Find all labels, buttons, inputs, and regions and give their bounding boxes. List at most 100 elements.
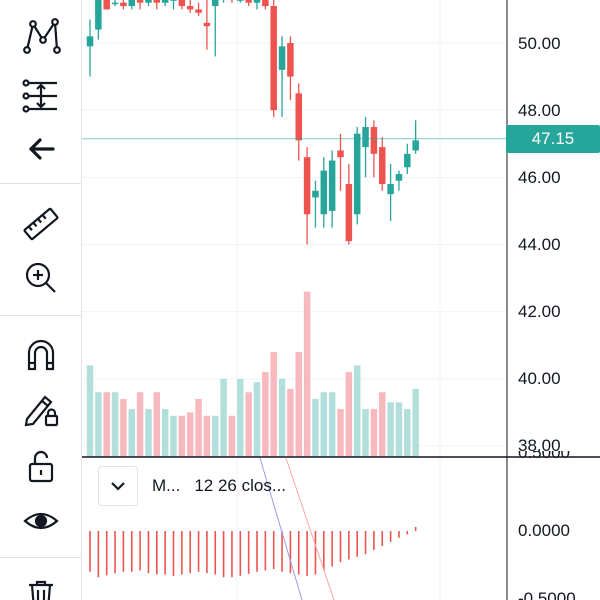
- arrow-left-icon: [29, 138, 55, 160]
- macd-signal-line: [259, 457, 303, 600]
- volume-bar: [245, 392, 252, 457]
- volume-bar: [203, 415, 211, 457]
- macd-axis-label: 0.5000: [518, 451, 570, 461]
- volume-bar: [387, 402, 394, 457]
- volume-bar: [412, 388, 419, 457]
- measure-tool[interactable]: [0, 199, 82, 249]
- candle-body: [328, 160, 336, 211]
- candle-body: [270, 6, 277, 111]
- volume-bar: [337, 409, 344, 457]
- eye-icon: [23, 512, 59, 530]
- chart-grid: [82, 0, 507, 600]
- magnet-tool[interactable]: [0, 330, 82, 380]
- macd-histogram: [89, 526, 417, 578]
- volume-bar: [170, 415, 177, 457]
- volume-bar: [186, 412, 194, 457]
- candlesticks: [86, 0, 419, 245]
- drawing-toolbar: [0, 0, 82, 600]
- volume-bar: [145, 409, 152, 457]
- price-axis-label: 48.00: [518, 101, 561, 120]
- volume-bar: [379, 392, 386, 457]
- candle-body: [186, 6, 194, 10]
- volume-bar: [345, 372, 353, 457]
- candle-body: [353, 133, 361, 215]
- magnet-icon: [27, 339, 55, 371]
- price-axis-label: 40.00: [518, 369, 561, 388]
- ruler-icon: [23, 207, 59, 241]
- price-axis-label: 38.00: [518, 436, 561, 455]
- remove-drawings-tool[interactable]: [0, 568, 82, 600]
- volume-bar: [237, 378, 244, 457]
- candle-body: [111, 2, 119, 5]
- candle-body: [86, 36, 94, 47]
- candle-body: [103, 0, 110, 10]
- chevron-down-icon: [111, 482, 125, 491]
- price-axis-label: 46.00: [518, 168, 561, 187]
- toolbar-separator: [0, 315, 82, 316]
- toolbar-separator: [0, 557, 82, 558]
- price-chart[interactable]: [82, 0, 600, 600]
- candle-body: [370, 126, 378, 154]
- price-axis-label: 44.00: [518, 235, 561, 254]
- indicator-params: 12 26 clos...: [194, 476, 287, 495]
- legend-collapse-button[interactable]: [98, 466, 138, 506]
- candle-body: [295, 93, 302, 141]
- chart-area[interactable]: 50.00 48.00 46.00 44.00 42.00 40.00 38.0…: [82, 0, 600, 600]
- macd-line: [285, 457, 335, 600]
- candle-body: [362, 126, 369, 148]
- candle-body: [262, 0, 269, 7]
- trash-icon: [29, 580, 53, 600]
- candle-body: [379, 147, 386, 185]
- price-axis-label: 42.00: [518, 302, 561, 321]
- pencil-lock-icon: [24, 395, 59, 427]
- back-tool[interactable]: [0, 124, 82, 174]
- candle-body: [312, 190, 319, 198]
- indicator-legend: M... 12 26 clos...: [98, 466, 286, 506]
- volume-bar: [153, 392, 161, 457]
- fib-retracement-tool[interactable]: [0, 70, 82, 120]
- zoom-in-icon: [25, 262, 56, 293]
- candle-body: [278, 46, 286, 70]
- volume-bar: [178, 415, 186, 457]
- volume-bar: [128, 409, 135, 457]
- unlock-icon: [28, 450, 54, 483]
- hide-drawings-tool[interactable]: [0, 496, 82, 546]
- volume-bar: [370, 409, 378, 457]
- volume-bar: [328, 392, 336, 457]
- lock-drawings-tool[interactable]: [0, 384, 82, 434]
- volume-bar: [228, 415, 236, 457]
- macd-axis-label: 0.0000: [518, 521, 570, 540]
- last-price-badge: 47.15: [506, 125, 600, 153]
- zoom-in-tool[interactable]: [0, 253, 82, 303]
- candle-body: [170, 0, 177, 1]
- candle-body: [120, 2, 127, 7]
- candle-body: [345, 184, 353, 242]
- candle-body: [287, 43, 294, 77]
- pattern-icon: [23, 18, 61, 54]
- candle-body: [195, 9, 202, 13]
- trend-pattern-tool[interactable]: [0, 11, 82, 61]
- candle-body: [153, 0, 161, 3]
- volume-bar: [395, 402, 403, 457]
- candle-body: [320, 170, 328, 215]
- volume-bar: [103, 392, 110, 457]
- candle-body: [136, 0, 144, 3]
- price-axis-label: 50.00: [518, 34, 561, 53]
- volume-bar: [303, 291, 311, 457]
- volume-bar: [353, 365, 361, 457]
- volume-bar: [86, 365, 94, 457]
- fib-retracement-icon: [22, 79, 57, 113]
- indicator-name[interactable]: M...: [152, 476, 181, 495]
- volume-bar: [120, 398, 127, 457]
- volume-bar: [278, 378, 286, 457]
- volume-bar: [111, 392, 119, 457]
- candle-body: [245, 0, 252, 3]
- volume-bar: [253, 382, 261, 457]
- lock-all-tool[interactable]: [0, 441, 82, 491]
- candle-body: [253, 0, 261, 3]
- candle-body: [212, 0, 219, 7]
- candle-body: [145, 0, 152, 3]
- candle-body: [161, 0, 169, 3]
- candle-body: [128, 0, 135, 7]
- candle-body: [395, 173, 403, 181]
